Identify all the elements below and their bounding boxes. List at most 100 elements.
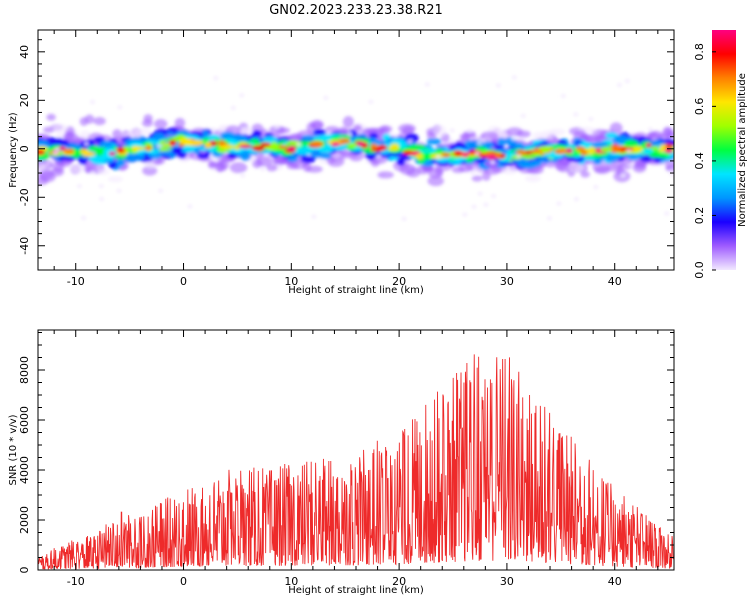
spectrogram-blob <box>600 146 613 153</box>
spectrogram-ytick-label: 0 <box>18 145 31 152</box>
spectrogram-blob <box>238 144 253 149</box>
spectrogram-blob <box>208 161 220 168</box>
snr-ytick-label: 4000 <box>18 456 31 484</box>
spectrogram-blob <box>116 147 126 154</box>
spectrogram-blob <box>644 148 653 155</box>
spectrogram-blob <box>318 153 332 160</box>
spectrogram-blob <box>560 94 566 99</box>
snr-xtick-label: 40 <box>608 575 622 588</box>
spectrogram-blob <box>183 140 195 146</box>
spectrogram-blob <box>218 160 230 169</box>
colorbar-tick-label: 0.6 <box>693 98 706 116</box>
spectrogram-blob <box>573 112 579 117</box>
spectrogram-blob <box>266 164 278 172</box>
spectrogram-xtick-label: 30 <box>500 275 514 288</box>
spectrogram-blob <box>573 197 579 202</box>
spectrogram-blob <box>116 188 122 193</box>
snr-panel: -10 0 10 20 30 40 0 2000 4000 6000 8000 Height of … <box>8 329 675 596</box>
spectrogram-blob <box>311 141 324 147</box>
snr-xtick-label: -10 <box>67 575 85 588</box>
spectrogram-blob <box>511 136 517 141</box>
snr-ytick-label: 6000 <box>18 406 31 434</box>
spectrogram-blob <box>516 149 527 156</box>
spectrogram-blob <box>529 149 543 154</box>
spectrogram-blob <box>53 150 59 155</box>
colorbar-label: Normalized spectral amplitude <box>737 73 748 227</box>
spectrogram-blob <box>369 132 379 140</box>
spectrogram-blob <box>474 151 480 156</box>
spectrogram-blob <box>426 138 436 145</box>
spectrogram-blob <box>633 160 647 170</box>
spectrogram-blob <box>502 168 518 175</box>
spectrogram-blob <box>516 130 531 138</box>
spectrogram-blob <box>229 162 248 174</box>
spectrogram-blob <box>55 131 65 140</box>
colorbar-tick-label: 0.2 <box>693 207 706 225</box>
spectrogram-blob <box>187 204 193 209</box>
spectrogram-blob <box>593 185 599 190</box>
spectrogram-blob <box>217 148 227 154</box>
spectrogram-blob <box>205 142 212 148</box>
spectrogram-blob <box>616 82 622 87</box>
spectrogram-blob <box>90 100 96 105</box>
spectrogram-blob <box>632 146 644 152</box>
spectrogram-blob <box>117 105 123 110</box>
spectrogram-blob <box>462 212 468 217</box>
colorbar-ticks: 0.0 0.2 0.4 0.6 0.8 <box>693 43 716 279</box>
spectrogram-blob <box>80 149 90 154</box>
spectrogram-blob <box>415 153 423 160</box>
spectrogram-blob <box>370 143 378 149</box>
spectrogram-blob <box>171 145 182 155</box>
spectrogram-blob <box>647 127 653 132</box>
spectrogram-blob <box>296 142 302 147</box>
spectrogram-blob <box>269 125 286 136</box>
spectrogram-blobs <box>38 75 674 221</box>
spectrogram-blob <box>268 144 280 151</box>
spectrogram-blob <box>565 148 573 154</box>
spectrogram-blob <box>158 188 164 193</box>
spectrogram-blob <box>546 216 552 221</box>
spectrogram-blob <box>287 145 297 151</box>
spectrogram-blob <box>210 127 216 132</box>
spectrogram-blob <box>368 99 374 104</box>
spectrogram-blob <box>668 167 674 178</box>
spectrogram-blob <box>525 175 541 183</box>
spectrogram-blob <box>239 93 245 98</box>
spectrogram-ticks: -10 0 10 20 30 40 -40 -20 0 20 40 <box>18 30 674 288</box>
spectrogram-blob <box>62 132 79 141</box>
spectrogram-blob <box>319 134 334 142</box>
spectrogram-blob <box>240 127 254 136</box>
spectrogram-blob <box>626 149 632 154</box>
spectrogram-blob <box>81 215 87 220</box>
spectrogram-xlabel: Height of straight line (km) <box>288 285 424 296</box>
spectrogram-blob <box>376 144 388 151</box>
spectrogram-blob <box>347 143 358 148</box>
spectrogram-blob <box>482 172 491 181</box>
spectrogram-blob <box>461 152 470 158</box>
spectrogram-blob <box>480 153 487 158</box>
spectrogram-blob <box>613 135 628 143</box>
spectrogram-blob <box>76 184 82 189</box>
spectrogram-blob <box>174 117 186 129</box>
spectrogram-blob <box>191 140 204 146</box>
spectrogram-blob <box>46 113 56 121</box>
spectrogram-blob <box>144 145 152 151</box>
spectrogram-blob <box>620 173 626 178</box>
spectrogram-blob <box>251 145 265 152</box>
snr-xtick-label: 20 <box>392 575 406 588</box>
spectrogram-blob <box>463 140 476 150</box>
spectrogram-ytick-label: -20 <box>18 188 31 206</box>
spectrogram-blob <box>136 128 152 136</box>
spectrogram-blob <box>577 142 594 148</box>
spectrogram-blob <box>453 150 464 157</box>
spectrogram-blob <box>63 148 75 154</box>
spectrogram-blob <box>554 148 566 155</box>
spectrogram-blob <box>154 119 168 129</box>
spectrogram-ytick-label: 40 <box>18 45 31 59</box>
spectrogram-blob <box>98 184 104 189</box>
spectrogram-blob <box>131 145 139 151</box>
spectrogram-blob <box>580 171 590 178</box>
snr-xtick-label: 10 <box>284 575 298 588</box>
spectrogram-blob <box>449 128 455 133</box>
